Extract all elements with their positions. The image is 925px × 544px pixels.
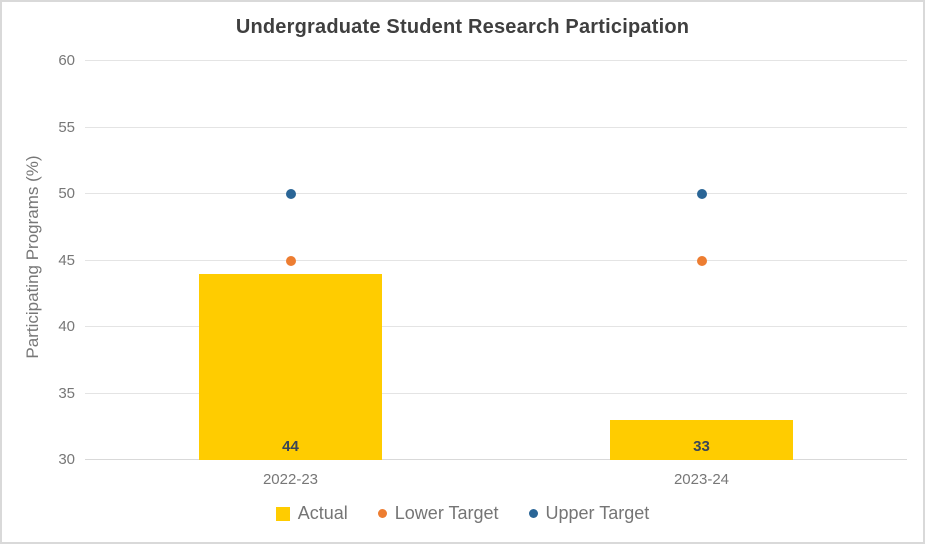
gridline [85,259,907,261]
legend-item-actual[interactable]: Actual [275,503,348,524]
gridline [85,126,907,128]
chart-title: Undergraduate Student Research Participa… [235,16,690,38]
y-axis-tick-label: 30 [58,451,75,468]
point-lower-target-2022-23[interactable] [285,255,296,266]
y-axis-tick-label: 45 [58,251,75,269]
x-axis-tick-label: 2023-24 [673,471,730,488]
gridline [85,459,907,460]
gridline [85,193,907,194]
point-upper-target-2022-23[interactable] [285,189,296,199]
legend-marker-actual [275,506,290,521]
legend-marker-lower-target [377,509,387,518]
y-axis-tick-label: 35 [58,384,75,402]
legend-item-lower-target[interactable]: Lower Target [377,503,499,524]
point-upper-target-2023-24[interactable] [696,189,707,199]
gridline [85,326,907,327]
gridline [85,392,907,394]
gridline [85,60,907,61]
legend-marker-upper-target [528,509,538,518]
y-axis-tick-label: 50 [58,185,75,202]
bar-value-label: 44 [282,438,299,455]
bar-value-label: 33 [693,438,710,455]
y-axis-tick-label: 55 [58,118,75,136]
legend-label: Lower Target [394,503,499,523]
bar-actual-2023-24[interactable]: 33 [610,420,793,460]
legend-label: Upper Target [545,503,650,523]
y-axis-tick-label: 40 [58,318,75,335]
legend-item-upper-target[interactable]: Upper Target [528,503,650,524]
legend-label: Actual [297,503,348,523]
x-axis-tick-label: 2022-23 [262,471,319,488]
y-axis-tick-label: 60 [58,52,75,69]
y-axis-title: Participating Programs (%) [23,155,42,359]
plot-area: 30 35 40 45 50 55 60 44 2022-23 33 2023-24 [58,52,907,488]
bar-actual-2022-23[interactable]: 44 [199,273,382,460]
legend: Actual Lower Target Upper Target [2,503,923,524]
point-lower-target-2023-24[interactable] [696,255,707,266]
